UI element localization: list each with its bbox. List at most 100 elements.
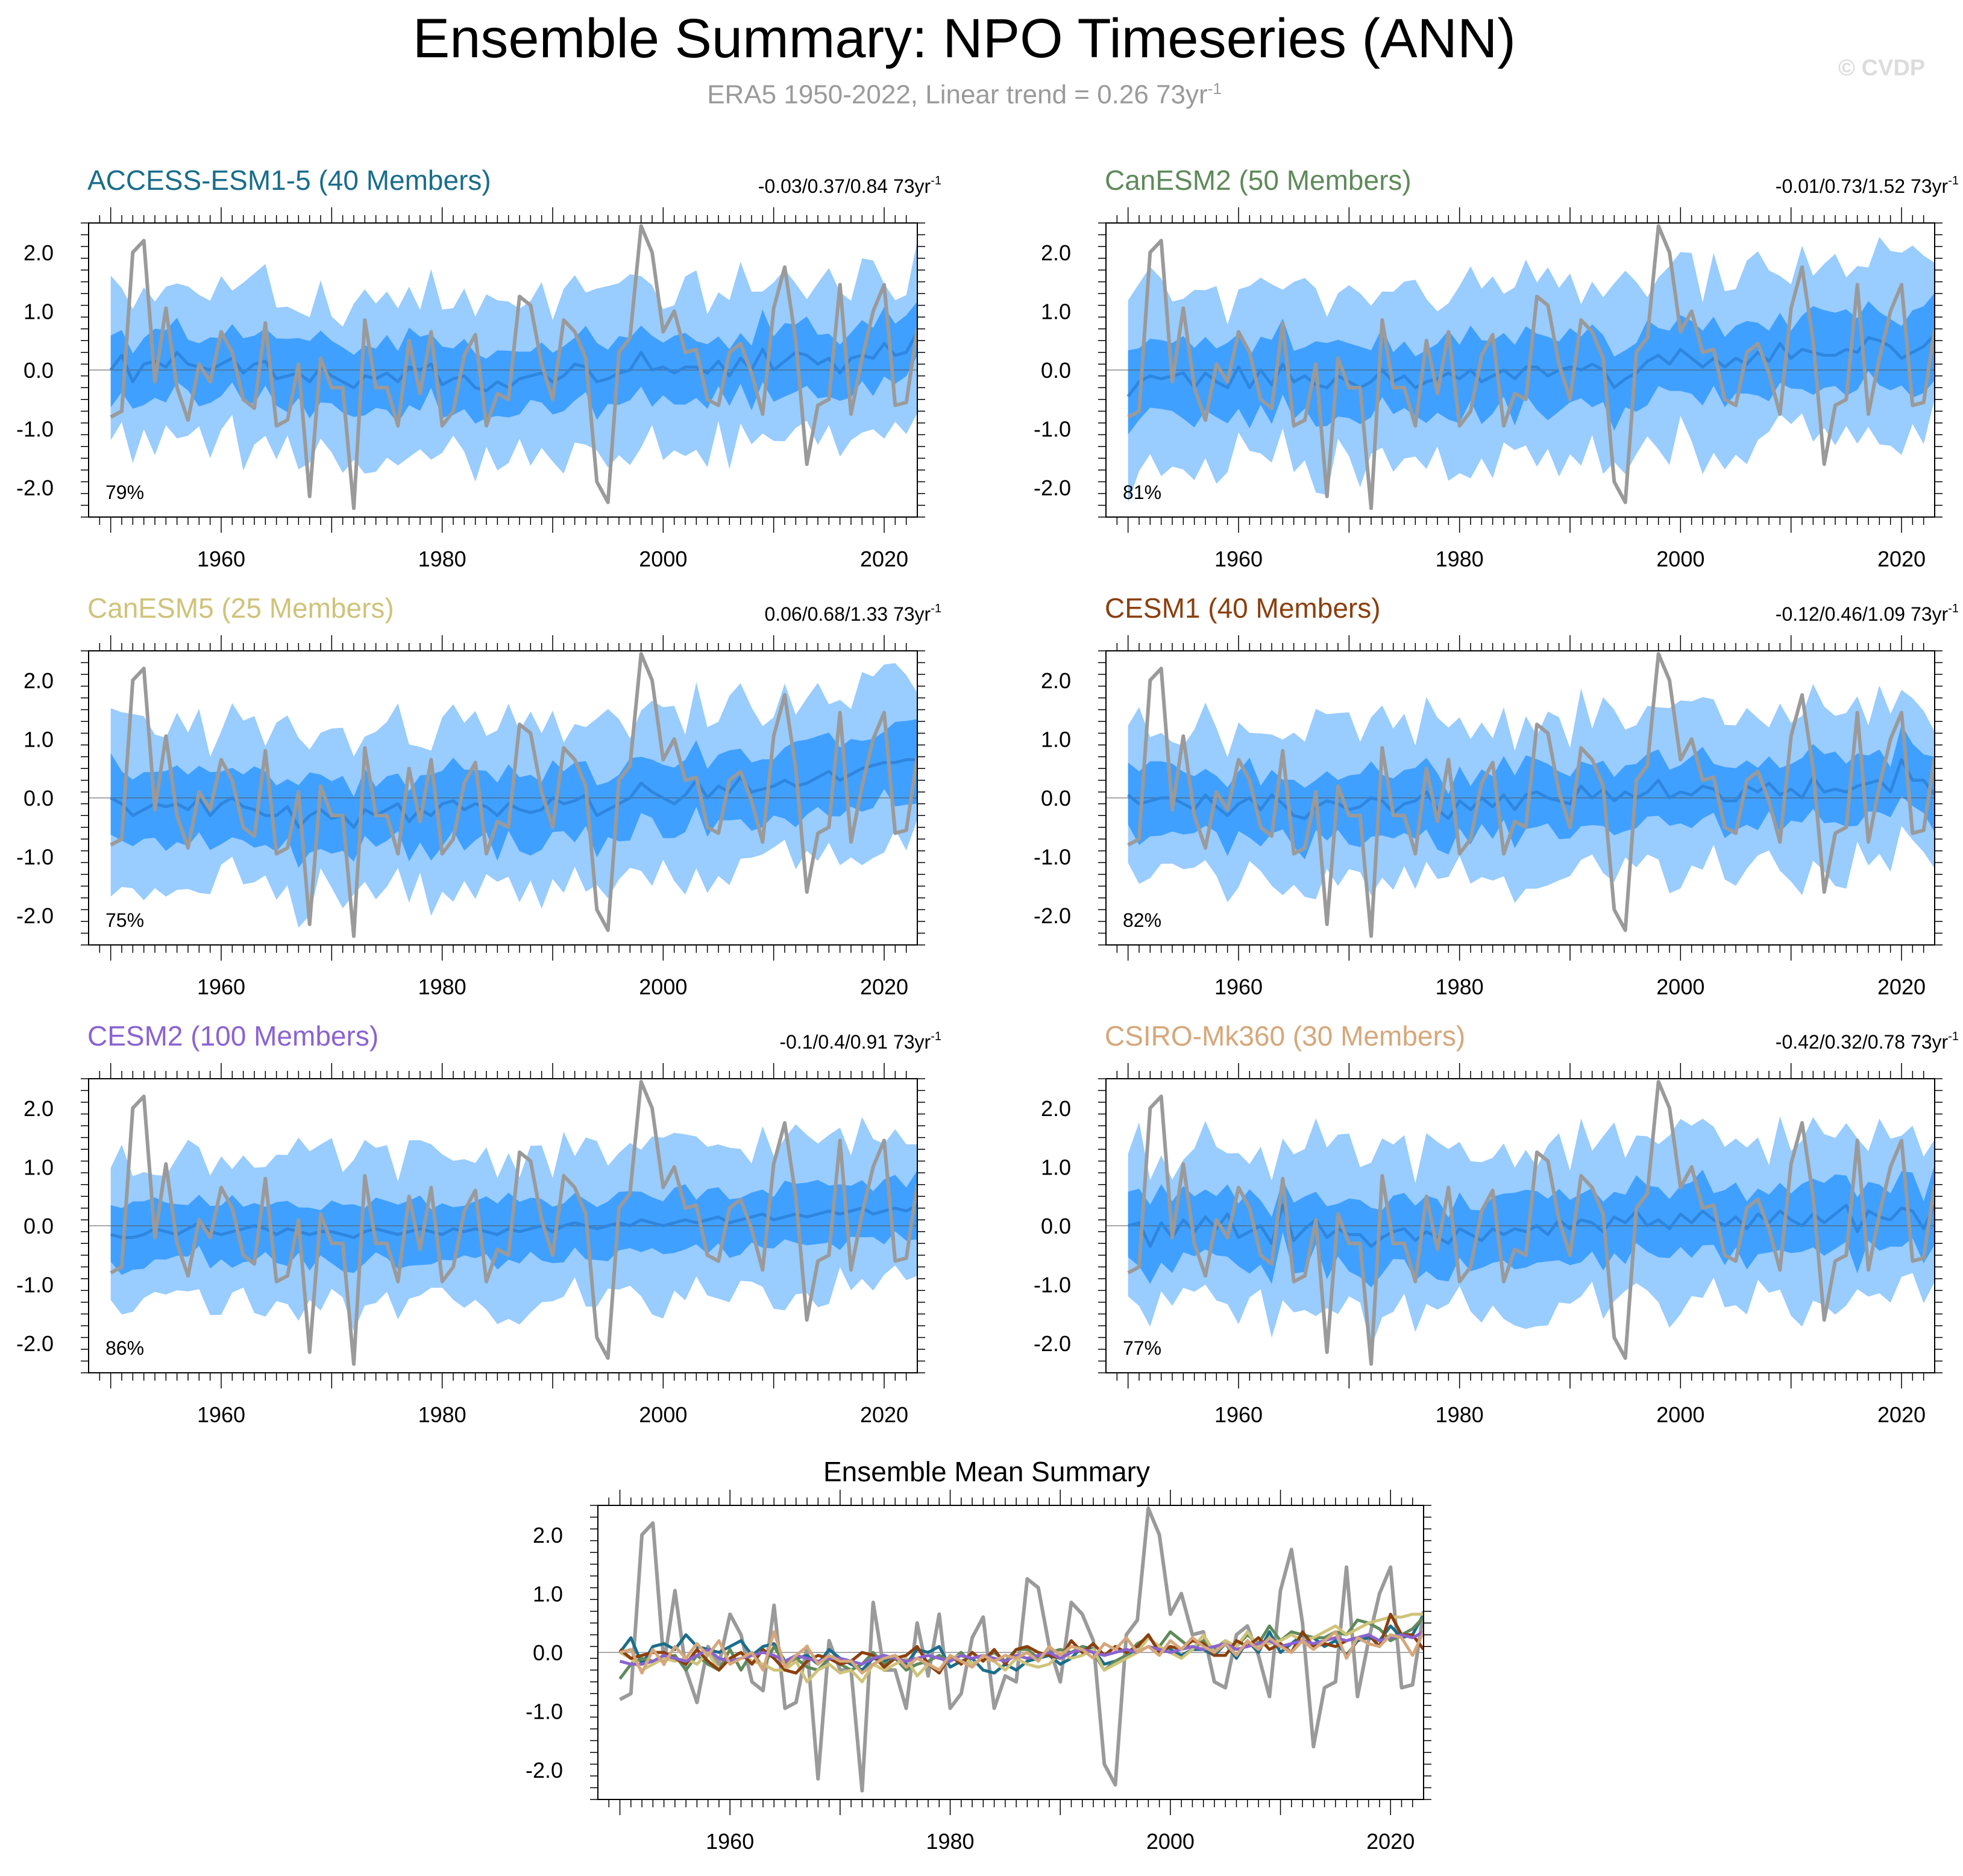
ensemble-mean-line xyxy=(110,1203,917,1239)
trend-label: -0.42/0.32/0.78 73yr-1 xyxy=(1776,1030,1959,1053)
chart-title: CSIRO-Mk360 (30 Members) xyxy=(1105,1020,1465,1052)
subtitle-exponent: -1 xyxy=(1207,80,1222,98)
chart-panel-csiro: CSIRO-Mk360 (30 Members) -0.42/0.32/0.78 … xyxy=(1034,1020,1959,1427)
x-tick-label: 2000 xyxy=(639,974,687,999)
subtitle-text: ERA5 1950-2022, Linear trend = 0.26 73yr xyxy=(707,80,1208,110)
plot-area xyxy=(1106,224,1935,510)
y-tick-label: 1.0 xyxy=(1041,299,1071,324)
trend-label: -0.01/0.73/1.52 73yr-1 xyxy=(1776,174,1959,197)
obs-line xyxy=(1127,651,1935,938)
plot-frame xyxy=(1105,1078,1935,1373)
trend-label: 0.06/0.68/1.33 73yr-1 xyxy=(764,602,941,625)
y-tick-label: 2.0 xyxy=(1041,240,1071,265)
y-tick-label: 2.0 xyxy=(1041,668,1071,693)
x-tick-label: 1960 xyxy=(197,974,245,999)
x-tick-label: 1960 xyxy=(1214,547,1263,571)
trend-label: -0.1/0.4/0.91 73yr-1 xyxy=(779,1030,941,1053)
x-tick-label: 1980 xyxy=(1436,1402,1484,1427)
obs-line xyxy=(1127,224,1935,510)
obs-line xyxy=(110,651,917,938)
y-tick-label: -1.0 xyxy=(1034,845,1071,870)
x-tick-label: 1960 xyxy=(197,1402,245,1427)
y-tick-label: -1.0 xyxy=(16,417,54,442)
x-tick-label: 2020 xyxy=(1366,1829,1415,1854)
y-tick-label: 0.0 xyxy=(24,1214,54,1238)
plot-area xyxy=(89,1079,917,1366)
y-tick-label: 0.0 xyxy=(1041,786,1071,811)
ensemble-mean-line xyxy=(1127,758,1935,820)
percent-label: 82% xyxy=(1123,909,1161,931)
x-tick-label: 2000 xyxy=(639,547,687,571)
x-tick-label: 2020 xyxy=(1877,547,1926,571)
y-tick-label: 0.0 xyxy=(24,786,54,811)
trend-label: -0.12/0.46/1.09 73yr-1 xyxy=(1776,602,1959,625)
y-tick-label: 1.0 xyxy=(24,727,54,751)
y-tick-label: 1.0 xyxy=(24,299,54,324)
y-tick-label: -1.0 xyxy=(1034,1273,1071,1297)
plot-frame xyxy=(88,1078,918,1373)
y-tick-label: 0.0 xyxy=(533,1640,563,1665)
chart-title: CESM1 (40 Members) xyxy=(1105,592,1381,624)
x-tick-label: 1960 xyxy=(706,1829,754,1854)
spread-band-inner xyxy=(110,719,917,868)
ensemble-mean-line xyxy=(109,331,917,392)
x-tick-label: 1980 xyxy=(1436,974,1484,999)
percent-label: 79% xyxy=(105,482,144,503)
trend-label: -0.03/0.37/0.84 73yr-1 xyxy=(758,174,941,197)
chart-title: CanESM2 (50 Members) xyxy=(1105,165,1412,196)
obs-line xyxy=(1127,1079,1935,1366)
x-tick-label: 2000 xyxy=(1656,974,1704,999)
y-tick-label: -1.0 xyxy=(1034,417,1071,442)
y-tick-label: -2.0 xyxy=(526,1758,563,1783)
x-tick-label: 1980 xyxy=(418,974,466,999)
y-tick-label: -1.0 xyxy=(16,845,54,870)
plot-area xyxy=(598,1506,1424,1793)
percent-label: 75% xyxy=(105,909,144,931)
obs-line xyxy=(110,1079,917,1366)
y-tick-label: 2.0 xyxy=(24,668,54,693)
y-tick-label: -2.0 xyxy=(16,903,54,928)
x-tick-label: 1960 xyxy=(1214,1402,1263,1427)
y-tick-label: -1.0 xyxy=(16,1273,54,1297)
chart-title: CanESM5 (25 Members) xyxy=(87,592,394,624)
x-tick-label: 1980 xyxy=(1436,547,1484,571)
plot-frame xyxy=(88,222,918,518)
chart-panel-summary: Ensemble Mean Summary 1960 1980 2000 2020 2.0… xyxy=(526,1456,1431,1854)
plot-area xyxy=(1106,651,1935,938)
ensemble-mean-line xyxy=(1128,1203,1935,1248)
ensemble-mean-line xyxy=(1126,333,1935,398)
y-tick-label: 2.0 xyxy=(24,1096,54,1121)
x-tick-label: 2020 xyxy=(1877,974,1926,999)
plot-area xyxy=(89,651,917,938)
plot-frame xyxy=(1105,650,1935,946)
x-tick-label: 1980 xyxy=(418,1402,466,1427)
chart-panel-cesm2: CESM2 (100 Members) -0.1/0.4/0.91 73yr-1 8… xyxy=(16,1020,941,1427)
ensemble-mean-line xyxy=(110,758,917,829)
x-tick-label: 2000 xyxy=(1656,1402,1704,1427)
x-tick-label: 2020 xyxy=(1877,1402,1926,1427)
obs-line xyxy=(619,1506,1424,1793)
chart-panel-canesm5: CanESM5 (25 Members) 0.06/0.68/1.33 73yr-… xyxy=(16,592,941,999)
y-tick-label: 1.0 xyxy=(1041,727,1071,751)
y-tick-label: -2.0 xyxy=(16,475,54,500)
chart-title: CESM2 (100 Members) xyxy=(87,1020,378,1052)
y-tick-label: 0.0 xyxy=(24,358,54,383)
y-tick-label: -1.0 xyxy=(526,1699,563,1724)
y-tick-label: 2.0 xyxy=(1041,1096,1071,1121)
y-tick-label: 2.0 xyxy=(24,240,54,265)
y-tick-label: 0.0 xyxy=(1041,358,1071,383)
chart-title: Ensemble Mean Summary xyxy=(823,1456,1150,1487)
y-tick-label: 1.0 xyxy=(533,1581,563,1606)
percent-label: 86% xyxy=(105,1337,144,1359)
y-tick-label: -2.0 xyxy=(1034,475,1071,500)
obs-line xyxy=(110,224,917,510)
page-title: Ensemble Summary: NPO Timeseries (ANN) xyxy=(412,8,1516,69)
x-tick-label: 2000 xyxy=(1146,1829,1195,1854)
x-tick-label: 1960 xyxy=(197,547,245,571)
x-tick-label: 2020 xyxy=(860,1402,908,1427)
percent-label: 77% xyxy=(1123,1337,1161,1359)
plot-frame xyxy=(597,1505,1424,1800)
percent-label: 81% xyxy=(1123,482,1161,503)
y-tick-label: 2.0 xyxy=(533,1523,563,1548)
plot-frame xyxy=(88,650,918,946)
